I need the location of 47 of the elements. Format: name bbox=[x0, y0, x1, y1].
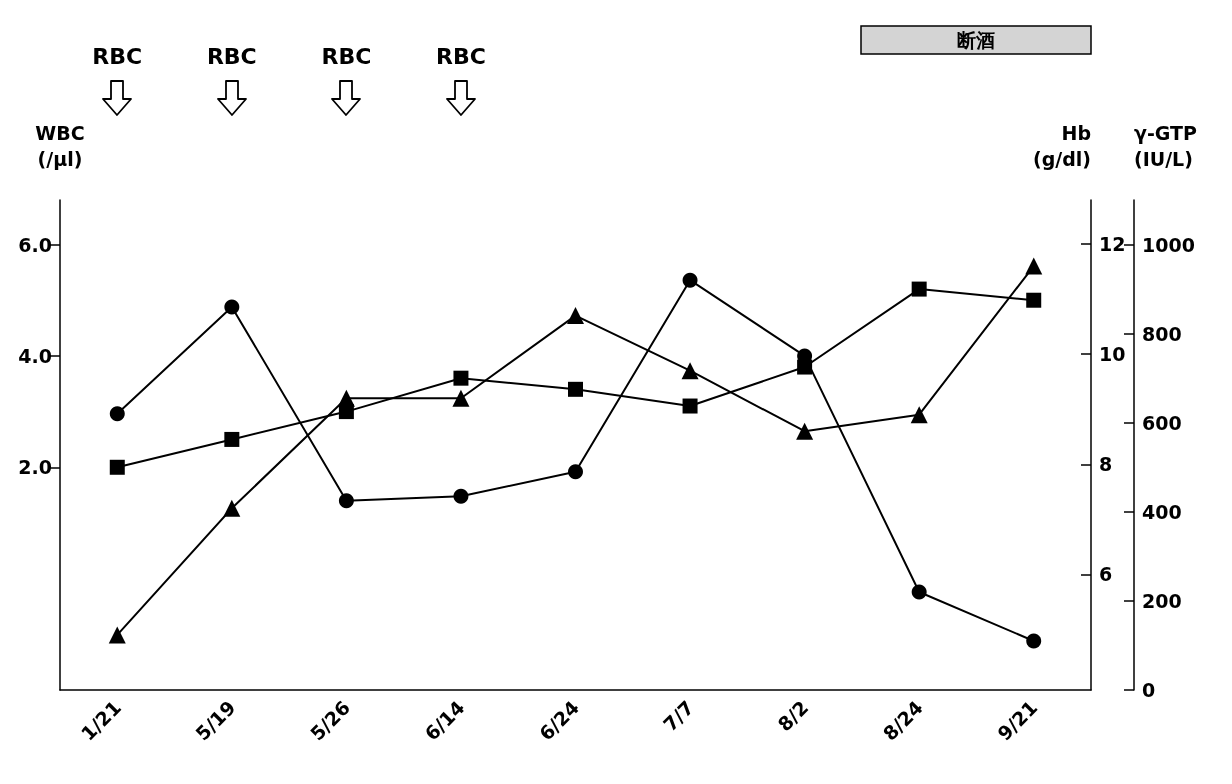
point bbox=[796, 422, 814, 440]
y2-tick-label: 12 bbox=[1099, 233, 1126, 256]
point bbox=[1026, 292, 1042, 308]
point bbox=[338, 493, 354, 509]
y3-tick-label: 1000 bbox=[1142, 233, 1195, 256]
point bbox=[681, 362, 699, 380]
y-tick-label: 2.0 bbox=[18, 456, 52, 479]
y3-axis-title: γ-GTP (IU/L) bbox=[1134, 122, 1198, 170]
point bbox=[224, 299, 240, 315]
y-axis-title: WBC (/μl) bbox=[35, 122, 85, 170]
point bbox=[109, 459, 125, 475]
point bbox=[567, 307, 584, 325]
point bbox=[452, 389, 470, 407]
point bbox=[109, 406, 125, 422]
y3-tick-label: 200 bbox=[1142, 589, 1182, 612]
point bbox=[911, 281, 927, 297]
point bbox=[337, 389, 355, 407]
y2-tick-label: 6 bbox=[1099, 563, 1113, 586]
x-tick-label: 7/7 bbox=[658, 696, 698, 736]
y2-axis-title: Hb (g/dl) bbox=[1032, 122, 1091, 170]
point bbox=[911, 584, 927, 600]
y3-tick-label: 600 bbox=[1142, 411, 1182, 434]
y3-tick-label: 400 bbox=[1142, 500, 1182, 523]
point bbox=[568, 464, 583, 480]
point bbox=[682, 398, 698, 414]
point bbox=[910, 406, 928, 424]
text: 断酒 bbox=[957, 29, 995, 51]
point bbox=[1026, 633, 1042, 649]
point bbox=[1025, 257, 1043, 275]
point bbox=[568, 381, 583, 397]
y3-tick-label: 0 bbox=[1142, 679, 1156, 701]
y-tick-label: 6.0 bbox=[18, 233, 52, 256]
point bbox=[453, 370, 469, 386]
text: RBC bbox=[206, 43, 257, 69]
point bbox=[682, 272, 698, 288]
y2-tick-label: 10 bbox=[1099, 343, 1126, 366]
point bbox=[223, 499, 241, 517]
y3-tick-label: 800 bbox=[1142, 322, 1182, 345]
point bbox=[224, 431, 240, 447]
x-tick-label: 8/2 bbox=[773, 696, 813, 736]
point bbox=[453, 488, 469, 504]
y-tick-label: 4.0 bbox=[18, 344, 52, 367]
point bbox=[108, 626, 126, 644]
text: RBC bbox=[92, 43, 143, 69]
text: RBC bbox=[436, 43, 486, 69]
y2-tick-label: 8 bbox=[1099, 453, 1113, 476]
text: RBC bbox=[321, 43, 372, 69]
